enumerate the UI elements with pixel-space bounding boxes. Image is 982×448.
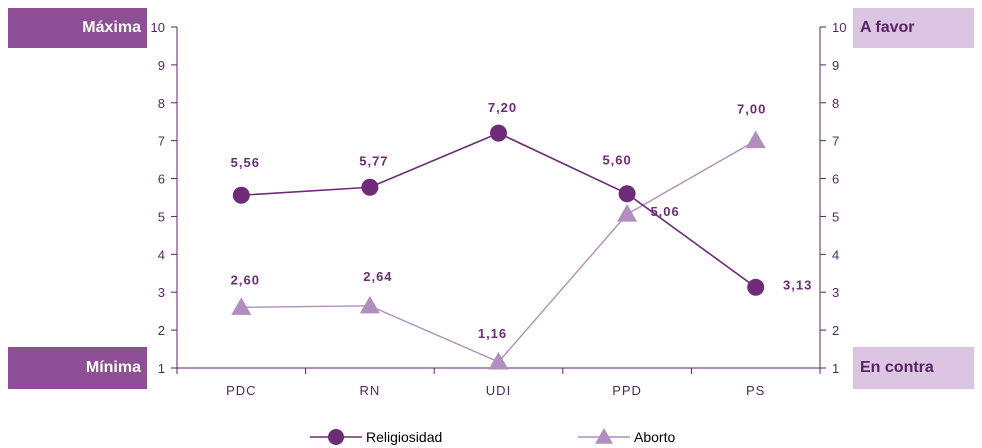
legend: Religiosidad Aborto: [310, 428, 675, 445]
right-y-tick-label: 2: [832, 323, 839, 338]
religiosidad-point: [618, 185, 636, 203]
aborto-data-label: 2,60: [231, 272, 260, 287]
axes: 1 1 2 2 3 3 4 4 5 5 6 6 7 7 8 8 9 9 10 10 PDC RN UDI PPD PS: [151, 20, 847, 398]
x-tick-label: PPD: [612, 383, 642, 398]
series-layer: [231, 124, 766, 370]
left-y-tick-label: 6: [158, 172, 165, 187]
left-y-tick-label: 10: [151, 20, 165, 35]
aborto-data-label: 1,16: [478, 326, 507, 341]
religiosidad-data-label: 3,13: [783, 277, 812, 292]
legend-religiosidad-label: Religiosidad: [366, 429, 442, 445]
left-y-tick-label: 8: [158, 96, 165, 111]
data-labels: 5,56 5,77 7,20 5,60 3,13 2,60 2,64 1,16 5,06 7,00: [231, 100, 812, 341]
min-label: Mínima: [8, 347, 147, 389]
against-label: En contra: [853, 347, 974, 389]
left-y-tick-label: 4: [158, 247, 165, 262]
left-y-tick-label: 9: [158, 58, 165, 73]
left-y-tick-label: 2: [158, 323, 165, 338]
religiosidad-point: [490, 124, 507, 142]
religiosidad-data-label: 7,20: [488, 100, 517, 115]
in-favor-label: A favor: [853, 8, 974, 48]
religiosidad-point: [747, 278, 765, 296]
max-label: Máxima: [8, 8, 147, 48]
legend-aborto-label: Aborto: [634, 429, 675, 445]
religiosidad-point: [361, 178, 379, 196]
left-y-tick-label: 1: [158, 361, 165, 376]
aborto-point: [745, 130, 766, 149]
right-y-tick-label: 7: [832, 134, 839, 149]
aborto-point: [231, 297, 252, 315]
legend-religiosidad-marker: [328, 429, 344, 445]
religiosidad-point: [232, 186, 250, 204]
x-tick-label: RN: [360, 383, 381, 398]
religiosidad-data-label: 5,56: [231, 155, 260, 170]
left-y-tick-label: 7: [158, 134, 165, 149]
right-y-tick-label: 6: [832, 172, 839, 187]
right-y-tick-label: 10: [832, 20, 846, 35]
aborto-data-label: 5,06: [650, 204, 679, 219]
x-tick-label: PS: [746, 383, 765, 398]
aborto-data-label: 7,00: [737, 102, 766, 117]
aborto-point: [617, 204, 638, 222]
left-y-tick-label: 3: [158, 285, 165, 300]
left-y-tick-label: 5: [158, 209, 165, 224]
aborto-point: [488, 351, 509, 370]
right-y-tick-label: 1: [832, 361, 839, 376]
x-tick-label: PDC: [226, 383, 256, 398]
right-y-tick-label: 5: [832, 209, 839, 224]
aborto-point: [359, 295, 380, 314]
right-y-tick-label: 8: [832, 96, 839, 111]
right-y-tick-label: 3: [832, 285, 839, 300]
right-y-tick-label: 9: [832, 58, 839, 73]
legend-aborto-marker: [595, 428, 613, 444]
religiosidad-data-label: 5,60: [602, 153, 631, 168]
aborto-data-label: 2,64: [363, 269, 392, 284]
right-y-tick-label: 4: [832, 247, 839, 262]
religiosidad-data-label: 5,77: [359, 153, 388, 168]
x-tick-label: UDI: [486, 383, 511, 398]
